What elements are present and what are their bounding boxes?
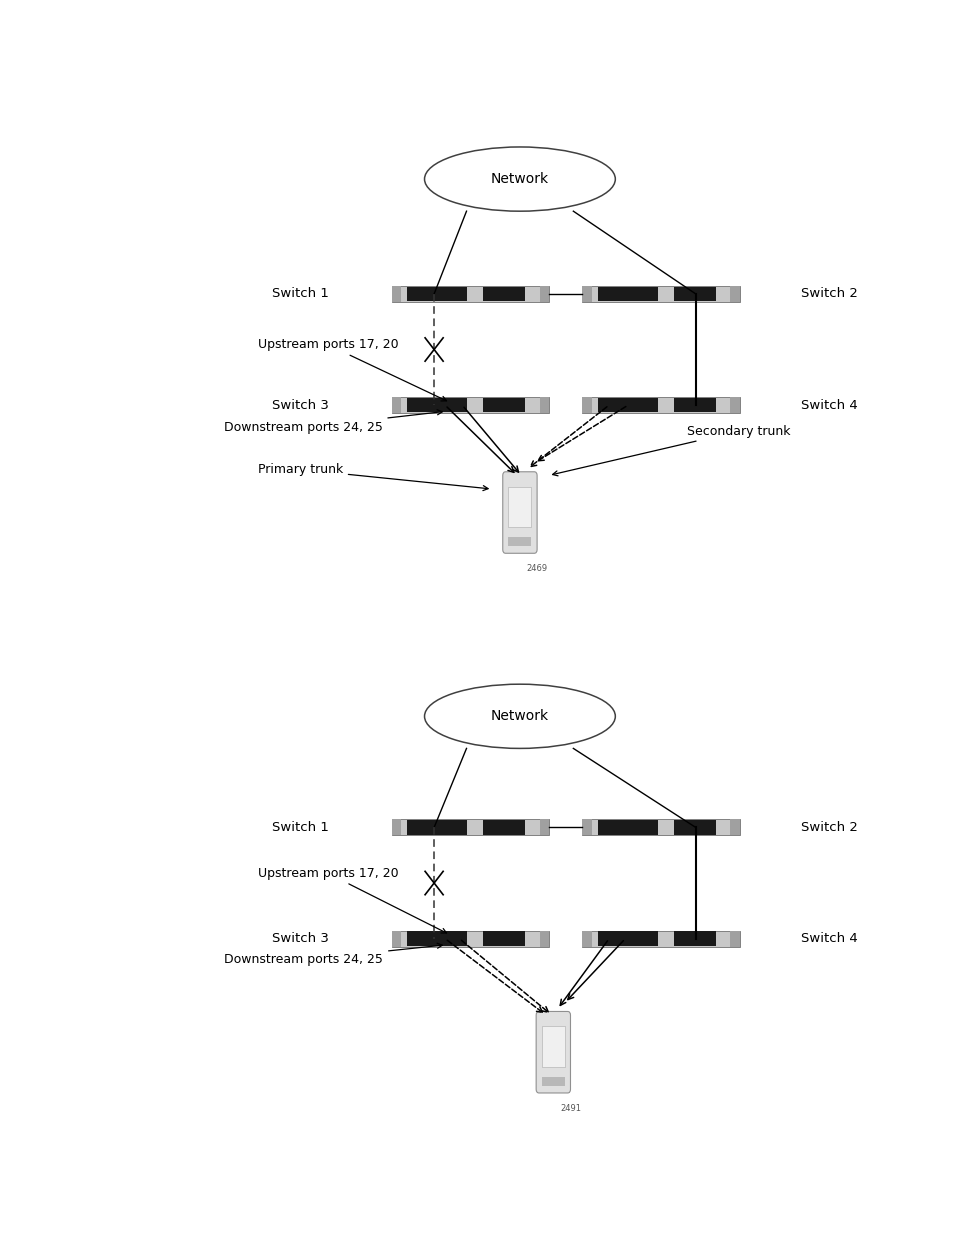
FancyBboxPatch shape — [391, 931, 400, 946]
FancyBboxPatch shape — [536, 1011, 570, 1093]
FancyBboxPatch shape — [598, 931, 658, 946]
FancyBboxPatch shape — [598, 820, 658, 835]
FancyBboxPatch shape — [391, 396, 549, 412]
FancyBboxPatch shape — [539, 396, 549, 412]
FancyBboxPatch shape — [581, 931, 740, 946]
FancyBboxPatch shape — [539, 931, 549, 946]
FancyBboxPatch shape — [407, 398, 467, 412]
Text: Switch 1: Switch 1 — [272, 821, 329, 834]
FancyBboxPatch shape — [391, 820, 549, 835]
FancyBboxPatch shape — [482, 931, 525, 946]
FancyBboxPatch shape — [407, 287, 467, 301]
Text: Downstream ports 24, 25: Downstream ports 24, 25 — [224, 944, 442, 966]
Text: Network: Network — [491, 709, 548, 724]
Text: Downstream ports 24, 25: Downstream ports 24, 25 — [224, 410, 442, 433]
FancyBboxPatch shape — [730, 285, 740, 303]
FancyBboxPatch shape — [391, 285, 549, 303]
FancyBboxPatch shape — [581, 285, 740, 303]
FancyBboxPatch shape — [730, 820, 740, 835]
FancyBboxPatch shape — [539, 820, 549, 835]
Text: Switch 2: Switch 2 — [801, 821, 858, 834]
FancyBboxPatch shape — [598, 287, 658, 301]
Text: Switch 3: Switch 3 — [272, 932, 329, 945]
FancyBboxPatch shape — [581, 820, 591, 835]
FancyBboxPatch shape — [508, 537, 531, 546]
FancyBboxPatch shape — [407, 931, 467, 946]
FancyBboxPatch shape — [482, 287, 525, 301]
Text: Switch 3: Switch 3 — [272, 399, 329, 411]
FancyBboxPatch shape — [581, 285, 591, 303]
FancyBboxPatch shape — [673, 287, 716, 301]
Text: 2469: 2469 — [526, 564, 547, 573]
FancyBboxPatch shape — [502, 472, 537, 553]
FancyBboxPatch shape — [391, 285, 400, 303]
FancyBboxPatch shape — [391, 931, 549, 946]
FancyBboxPatch shape — [581, 396, 591, 412]
Text: Switch 2: Switch 2 — [801, 288, 858, 300]
FancyBboxPatch shape — [541, 1077, 564, 1086]
FancyBboxPatch shape — [598, 398, 658, 412]
FancyBboxPatch shape — [673, 931, 716, 946]
Text: Switch 4: Switch 4 — [801, 932, 857, 945]
FancyBboxPatch shape — [407, 820, 467, 835]
FancyBboxPatch shape — [539, 285, 549, 303]
FancyBboxPatch shape — [508, 487, 531, 527]
FancyBboxPatch shape — [673, 398, 716, 412]
FancyBboxPatch shape — [673, 820, 716, 835]
FancyBboxPatch shape — [581, 931, 591, 946]
FancyBboxPatch shape — [482, 820, 525, 835]
FancyBboxPatch shape — [391, 820, 400, 835]
FancyBboxPatch shape — [482, 398, 525, 412]
Text: Network: Network — [491, 172, 548, 186]
FancyBboxPatch shape — [581, 396, 740, 412]
FancyBboxPatch shape — [730, 931, 740, 946]
FancyBboxPatch shape — [581, 820, 740, 835]
FancyBboxPatch shape — [730, 396, 740, 412]
FancyBboxPatch shape — [391, 396, 400, 412]
Text: Switch 1: Switch 1 — [272, 288, 329, 300]
Text: Switch 4: Switch 4 — [801, 399, 857, 411]
Text: Upstream ports 17, 20: Upstream ports 17, 20 — [257, 867, 446, 932]
Text: 2491: 2491 — [559, 1104, 580, 1113]
FancyBboxPatch shape — [541, 1026, 564, 1067]
Text: Secondary trunk: Secondary trunk — [552, 425, 789, 475]
Text: Upstream ports 17, 20: Upstream ports 17, 20 — [257, 338, 446, 401]
Text: Primary trunk: Primary trunk — [257, 463, 488, 490]
